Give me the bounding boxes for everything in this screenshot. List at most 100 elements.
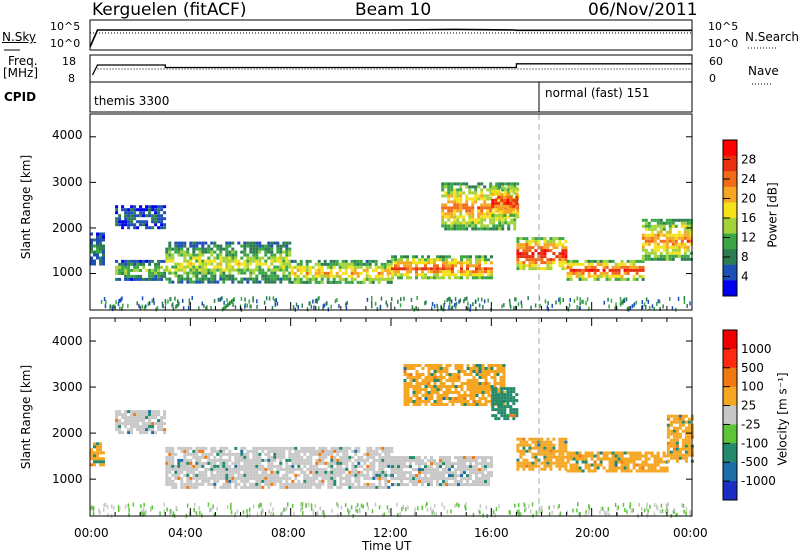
power-cell (148, 301, 151, 306)
power-cell (468, 191, 472, 195)
velocity-cell (466, 468, 469, 472)
power-cell (279, 277, 283, 281)
power-cell (240, 244, 244, 248)
power-cell (677, 230, 681, 234)
velocity-cell (584, 454, 588, 458)
velocity-cell (136, 416, 140, 420)
power-cell (487, 273, 490, 277)
velocity-colorbar-tick-label: -25 (741, 417, 761, 431)
velocity-cell (463, 459, 466, 463)
power-cell (558, 255, 562, 259)
power-cell (689, 230, 693, 234)
velocity-cell (171, 482, 175, 486)
velocity-cell (519, 437, 523, 441)
velocity-cell (487, 471, 490, 475)
power-cell (353, 271, 357, 275)
velocity-cell (442, 462, 445, 466)
velocity-cell (171, 479, 175, 483)
velocity-cell (490, 370, 494, 373)
power-cell (189, 253, 193, 257)
power-cell (503, 198, 507, 202)
velocity-cell (687, 450, 691, 454)
velocity-cell (516, 464, 520, 468)
velocity-cell (171, 464, 175, 468)
power-cell (464, 297, 466, 301)
power-cell (314, 299, 317, 304)
power-cell (474, 197, 478, 201)
velocity-cell (269, 502, 272, 507)
power-cell (500, 198, 504, 202)
velocity-cell (666, 508, 669, 513)
velocity-cell (280, 512, 282, 517)
power-cell (204, 262, 208, 266)
velocity-cell (445, 367, 449, 370)
power-cell (477, 215, 481, 219)
power-cell (252, 241, 256, 245)
velocity-cell (503, 408, 507, 412)
power-cell (459, 209, 463, 213)
velocity-cell (136, 413, 140, 417)
power-cell (465, 206, 469, 210)
velocity-cell (577, 502, 579, 507)
power-cell (228, 250, 232, 254)
power-cell (475, 306, 477, 311)
velocity-cell (204, 479, 208, 483)
power-cell (225, 253, 229, 257)
velocity-cell (270, 467, 274, 471)
power-cell (460, 255, 463, 259)
velocity-cell (276, 473, 280, 477)
power-cell (90, 259, 93, 263)
velocity-cell (588, 504, 590, 509)
power-cell (509, 207, 513, 211)
power-cell (299, 265, 303, 269)
power-cell (302, 280, 306, 284)
velocity-cell (635, 469, 639, 473)
velocity-cell (348, 470, 352, 474)
velocity-cell (279, 482, 283, 486)
velocity-cell (436, 462, 439, 466)
power-cell (282, 256, 286, 260)
velocity-cell (142, 413, 146, 417)
velocity-cell (384, 461, 388, 465)
velocity-cell (681, 441, 685, 445)
velocity-cell (457, 483, 460, 487)
power-cell (231, 256, 235, 260)
velocity-cell (525, 443, 529, 447)
power-cell (439, 270, 442, 274)
power-cell (611, 259, 615, 263)
velocity-cell (160, 428, 164, 432)
velocity-cell (186, 503, 189, 508)
velocity-cell (569, 466, 573, 470)
power-cell (136, 214, 140, 218)
power-cell (389, 259, 393, 263)
velocity-cell (546, 440, 550, 444)
velocity-cell (384, 464, 388, 468)
velocity-cell (519, 452, 523, 456)
velocity-cell (481, 370, 485, 373)
power-cell (288, 265, 292, 269)
velocity-cell (469, 391, 473, 394)
velocity-cell (391, 471, 394, 475)
power-cell (631, 304, 634, 309)
velocity-cell (491, 405, 495, 409)
velocity-cells (90, 364, 694, 518)
power-cell (296, 262, 300, 266)
velocity-cell (228, 464, 232, 468)
velocity-cell (243, 467, 247, 471)
power-cell (486, 215, 490, 219)
power-cell (454, 258, 457, 262)
velocity-cell (620, 469, 624, 473)
velocity-cell (261, 464, 265, 468)
velocity-cell (363, 461, 367, 465)
velocity-cell (548, 512, 551, 517)
power-cell (279, 256, 283, 260)
velocity-cell (426, 507, 429, 512)
power-cell (213, 265, 217, 269)
velocity-cell (387, 464, 391, 468)
power-cell (119, 306, 121, 311)
power-cell (198, 265, 202, 269)
power-cell (403, 261, 406, 265)
power-cell (450, 227, 454, 231)
velocity-cell (415, 379, 419, 382)
power-cell (102, 259, 105, 263)
